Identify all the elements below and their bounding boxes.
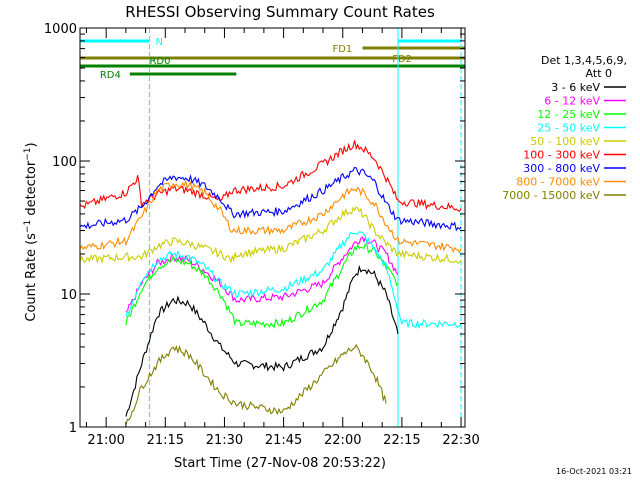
series-line-6: [79, 166, 462, 232]
ylabel-part2: detector: [24, 160, 39, 220]
x-tick-label-3: 21:45: [265, 433, 302, 448]
x-tick-label-0: 21:00: [87, 433, 124, 448]
ylabel-exp1: −1: [23, 220, 33, 233]
y-axis-label: Count Rate (s−1 detector−1): [23, 142, 39, 321]
y-tick-label-1: 10: [60, 288, 77, 303]
legend-label-6: 300 - 800 keV: [523, 162, 600, 175]
y-tick-label-0: 1: [69, 421, 77, 436]
legend-label-4: 50 - 100 keV: [530, 135, 600, 148]
series-line-8: [125, 343, 387, 426]
x-axis-label: Start Time (27-Nov-08 20:53:22): [174, 456, 386, 471]
legend-label-8: 7000 - 15000 keV: [502, 189, 600, 202]
flag-label-fd1: FD1: [332, 44, 352, 55]
legend-label-7: 800 - 7000 keV: [516, 176, 600, 189]
legend-label-5: 100 - 300 keV: [523, 149, 600, 162]
series-line-7: [79, 179, 462, 254]
ylabel-part1: Count Rate (s: [24, 233, 39, 322]
series-line-5: [79, 140, 462, 213]
legend-label-3: 25 - 50 keV: [537, 122, 600, 135]
flag-label-n: N: [156, 37, 163, 48]
legend-label-0: 3 - 6 keV: [551, 81, 600, 94]
x-tick-label-4: 22:00: [324, 433, 361, 448]
footer-timestamp: 16-Oct-2021 03:21: [556, 467, 632, 476]
x-tick-label-1: 21:15: [147, 433, 184, 448]
legend-label-1: 6 - 12 keV: [544, 95, 600, 108]
ylabel-part3: ): [24, 142, 39, 147]
svg-text:Count Rate (s−1 detector−1): Count Rate (s−1 detector−1): [23, 142, 39, 321]
x-tick-label-6: 22:30: [442, 433, 479, 448]
series-line-2: [125, 243, 399, 329]
legend-header-line1: Det 1,3,4,5,6,9,: [541, 54, 627, 67]
x-tick-label-5: 22:15: [383, 433, 420, 448]
flag-label-fd2: FD2: [392, 54, 412, 65]
plot-area: N FD1 FD2 RD0 RD4 1 10 100 1000 21:00 21:15 21:30 21…: [44, 22, 480, 448]
legend-label-2: 12 - 25 keV: [537, 108, 600, 121]
flag-label-rd0: RD0: [149, 56, 170, 67]
series-line-4: [79, 206, 462, 265]
x-tick-label-2: 21:30: [206, 433, 243, 448]
ylabel-exp2: −1: [23, 147, 33, 160]
chart-title: RHESSI Observing Summary Count Rates: [125, 3, 435, 21]
y-tick-label-3: 1000: [44, 22, 77, 37]
flag-label-rd4: RD4: [100, 70, 121, 81]
series-line-0: [125, 264, 399, 417]
series-line-3: [125, 231, 462, 329]
y-tick-label-2: 100: [52, 155, 77, 170]
legend-header-line2: Att 0: [586, 67, 612, 80]
axes-frame: [79, 27, 466, 428]
